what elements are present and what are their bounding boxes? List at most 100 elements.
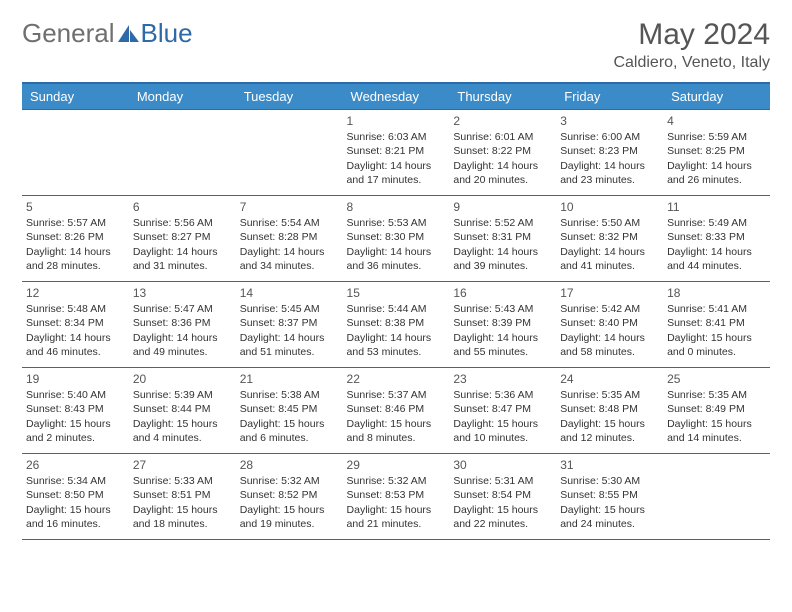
day-number: 4 <box>667 113 766 129</box>
sunset-line: Sunset: 8:25 PM <box>667 144 766 158</box>
daylight-line: Daylight: 14 hours and 23 minutes. <box>560 159 659 187</box>
calendar-day-cell: 24Sunrise: 5:35 AMSunset: 8:48 PMDayligh… <box>556 368 663 454</box>
daylight-line: Daylight: 15 hours and 6 minutes. <box>240 417 339 445</box>
sunset-line: Sunset: 8:52 PM <box>240 488 339 502</box>
sunset-line: Sunset: 8:43 PM <box>26 402 125 416</box>
sunrise-line: Sunrise: 5:45 AM <box>240 302 339 316</box>
calendar-day-cell <box>236 110 343 196</box>
calendar-day-cell <box>663 454 770 540</box>
sunset-line: Sunset: 8:47 PM <box>453 402 552 416</box>
calendar-week-row: 19Sunrise: 5:40 AMSunset: 8:43 PMDayligh… <box>22 368 770 454</box>
brand-logo: General Blue <box>22 18 193 49</box>
sunrise-line: Sunrise: 5:49 AM <box>667 216 766 230</box>
weekday-header: Sunday <box>22 83 129 110</box>
day-number: 17 <box>560 285 659 301</box>
calendar-day-cell: 2Sunrise: 6:01 AMSunset: 8:22 PMDaylight… <box>449 110 556 196</box>
daylight-line: Daylight: 14 hours and 20 minutes. <box>453 159 552 187</box>
sunrise-line: Sunrise: 5:42 AM <box>560 302 659 316</box>
calendar-day-cell: 29Sunrise: 5:32 AMSunset: 8:53 PMDayligh… <box>343 454 450 540</box>
daylight-line: Daylight: 15 hours and 0 minutes. <box>667 331 766 359</box>
sunset-line: Sunset: 8:23 PM <box>560 144 659 158</box>
sunset-line: Sunset: 8:26 PM <box>26 230 125 244</box>
sunset-line: Sunset: 8:50 PM <box>26 488 125 502</box>
calendar-day-cell: 19Sunrise: 5:40 AMSunset: 8:43 PMDayligh… <box>22 368 129 454</box>
sunrise-line: Sunrise: 5:53 AM <box>347 216 446 230</box>
sunrise-line: Sunrise: 5:35 AM <box>560 388 659 402</box>
weekday-header: Thursday <box>449 83 556 110</box>
sunrise-line: Sunrise: 5:30 AM <box>560 474 659 488</box>
sunrise-line: Sunrise: 5:50 AM <box>560 216 659 230</box>
weekday-header: Tuesday <box>236 83 343 110</box>
daylight-line: Daylight: 15 hours and 2 minutes. <box>26 417 125 445</box>
daylight-line: Daylight: 15 hours and 10 minutes. <box>453 417 552 445</box>
sunset-line: Sunset: 8:32 PM <box>560 230 659 244</box>
sunrise-line: Sunrise: 5:32 AM <box>347 474 446 488</box>
calendar-day-cell: 11Sunrise: 5:49 AMSunset: 8:33 PMDayligh… <box>663 196 770 282</box>
sunrise-line: Sunrise: 5:31 AM <box>453 474 552 488</box>
sunrise-line: Sunrise: 5:32 AM <box>240 474 339 488</box>
day-number: 31 <box>560 457 659 473</box>
day-number: 11 <box>667 199 766 215</box>
daylight-line: Daylight: 15 hours and 8 minutes. <box>347 417 446 445</box>
day-number: 14 <box>240 285 339 301</box>
sunrise-line: Sunrise: 5:56 AM <box>133 216 232 230</box>
sunset-line: Sunset: 8:51 PM <box>133 488 232 502</box>
calendar-day-cell: 31Sunrise: 5:30 AMSunset: 8:55 PMDayligh… <box>556 454 663 540</box>
sunset-line: Sunset: 8:54 PM <box>453 488 552 502</box>
day-number: 19 <box>26 371 125 387</box>
day-number: 23 <box>453 371 552 387</box>
sunset-line: Sunset: 8:34 PM <box>26 316 125 330</box>
header: General Blue May 2024 Caldiero, Veneto, … <box>22 18 770 72</box>
calendar-day-cell: 21Sunrise: 5:38 AMSunset: 8:45 PMDayligh… <box>236 368 343 454</box>
day-number: 25 <box>667 371 766 387</box>
daylight-line: Daylight: 15 hours and 24 minutes. <box>560 503 659 531</box>
title-area: May 2024 Caldiero, Veneto, Italy <box>613 18 770 72</box>
calendar-day-cell: 16Sunrise: 5:43 AMSunset: 8:39 PMDayligh… <box>449 282 556 368</box>
day-number: 26 <box>26 457 125 473</box>
daylight-line: Daylight: 14 hours and 53 minutes. <box>347 331 446 359</box>
daylight-line: Daylight: 15 hours and 16 minutes. <box>26 503 125 531</box>
weekday-header: Friday <box>556 83 663 110</box>
sunset-line: Sunset: 8:40 PM <box>560 316 659 330</box>
daylight-line: Daylight: 14 hours and 36 minutes. <box>347 245 446 273</box>
calendar-day-cell: 4Sunrise: 5:59 AMSunset: 8:25 PMDaylight… <box>663 110 770 196</box>
daylight-line: Daylight: 14 hours and 46 minutes. <box>26 331 125 359</box>
sunset-line: Sunset: 8:55 PM <box>560 488 659 502</box>
day-number: 20 <box>133 371 232 387</box>
calendar-day-cell: 20Sunrise: 5:39 AMSunset: 8:44 PMDayligh… <box>129 368 236 454</box>
day-number: 28 <box>240 457 339 473</box>
sunrise-line: Sunrise: 6:00 AM <box>560 130 659 144</box>
sunrise-line: Sunrise: 5:52 AM <box>453 216 552 230</box>
calendar-day-cell: 18Sunrise: 5:41 AMSunset: 8:41 PMDayligh… <box>663 282 770 368</box>
sunrise-line: Sunrise: 5:39 AM <box>133 388 232 402</box>
sunrise-line: Sunrise: 5:37 AM <box>347 388 446 402</box>
day-number: 29 <box>347 457 446 473</box>
sunset-line: Sunset: 8:48 PM <box>560 402 659 416</box>
day-number: 2 <box>453 113 552 129</box>
sunrise-line: Sunrise: 6:03 AM <box>347 130 446 144</box>
day-number: 22 <box>347 371 446 387</box>
daylight-line: Daylight: 15 hours and 18 minutes. <box>133 503 232 531</box>
calendar-day-cell: 25Sunrise: 5:35 AMSunset: 8:49 PMDayligh… <box>663 368 770 454</box>
calendar-week-row: 1Sunrise: 6:03 AMSunset: 8:21 PMDaylight… <box>22 110 770 196</box>
daylight-line: Daylight: 14 hours and 49 minutes. <box>133 331 232 359</box>
sunrise-line: Sunrise: 5:57 AM <box>26 216 125 230</box>
sunrise-line: Sunrise: 5:41 AM <box>667 302 766 316</box>
calendar-day-cell: 27Sunrise: 5:33 AMSunset: 8:51 PMDayligh… <box>129 454 236 540</box>
calendar-header-row: SundayMondayTuesdayWednesdayThursdayFrid… <box>22 83 770 110</box>
sunset-line: Sunset: 8:39 PM <box>453 316 552 330</box>
sunset-line: Sunset: 8:53 PM <box>347 488 446 502</box>
day-number: 15 <box>347 285 446 301</box>
calendar-day-cell: 14Sunrise: 5:45 AMSunset: 8:37 PMDayligh… <box>236 282 343 368</box>
sunset-line: Sunset: 8:49 PM <box>667 402 766 416</box>
sunrise-line: Sunrise: 5:47 AM <box>133 302 232 316</box>
day-number: 24 <box>560 371 659 387</box>
day-number: 5 <box>26 199 125 215</box>
sunset-line: Sunset: 8:22 PM <box>453 144 552 158</box>
sunset-line: Sunset: 8:31 PM <box>453 230 552 244</box>
sunrise-line: Sunrise: 5:43 AM <box>453 302 552 316</box>
calendar-day-cell: 6Sunrise: 5:56 AMSunset: 8:27 PMDaylight… <box>129 196 236 282</box>
daylight-line: Daylight: 15 hours and 22 minutes. <box>453 503 552 531</box>
brand-sail-icon <box>118 25 140 43</box>
sunset-line: Sunset: 8:33 PM <box>667 230 766 244</box>
